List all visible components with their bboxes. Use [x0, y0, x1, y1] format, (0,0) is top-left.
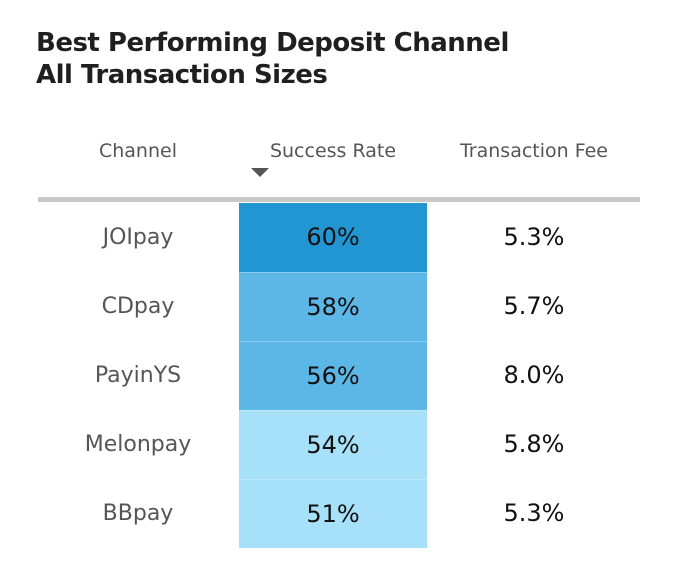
column-header-channel[interactable]: Channel — [98, 140, 177, 162]
transaction-fee-cell: 5.3% — [503, 499, 565, 527]
channel-cell: PayinYS — [94, 363, 182, 388]
transaction-fee-cell: 8.0% — [503, 361, 565, 389]
channel-cell: JOIpay — [102, 225, 174, 250]
table-row[interactable]: JOIpay 60% 5.3% — [38, 203, 640, 272]
channel-cell: BBpay — [102, 501, 174, 526]
transaction-fee-cell: 5.3% — [503, 223, 565, 251]
success-rate-cell: 58% — [239, 272, 427, 341]
success-rate-cell: 51% — [239, 479, 427, 548]
column-header-success-rate[interactable]: Success Rate — [269, 140, 397, 162]
success-rate-cell: 60% — [239, 203, 427, 272]
table-row[interactable]: BBpay 51% 5.3% — [38, 479, 640, 548]
chart-title-line2: All Transaction Sizes — [36, 60, 328, 90]
channel-cell: Melonpay — [84, 432, 192, 457]
success-rate-cell: 56% — [239, 341, 427, 410]
chart-title-line1: Best Performing Deposit Channel — [36, 28, 509, 58]
column-header-transaction-fee[interactable]: Transaction Fee — [459, 140, 608, 162]
transaction-fee-cell: 5.7% — [503, 292, 565, 320]
channel-cell: CDpay — [101, 294, 175, 319]
table-row[interactable]: Melonpay 54% 5.8% — [38, 410, 640, 479]
header-divider — [38, 197, 640, 202]
sort-descending-icon[interactable] — [251, 168, 269, 177]
table-row[interactable]: CDpay 58% 5.7% — [38, 272, 640, 341]
transaction-fee-cell: 5.8% — [503, 430, 565, 458]
table-row[interactable]: PayinYS 56% 8.0% — [38, 341, 640, 410]
success-rate-cell: 54% — [239, 410, 427, 479]
